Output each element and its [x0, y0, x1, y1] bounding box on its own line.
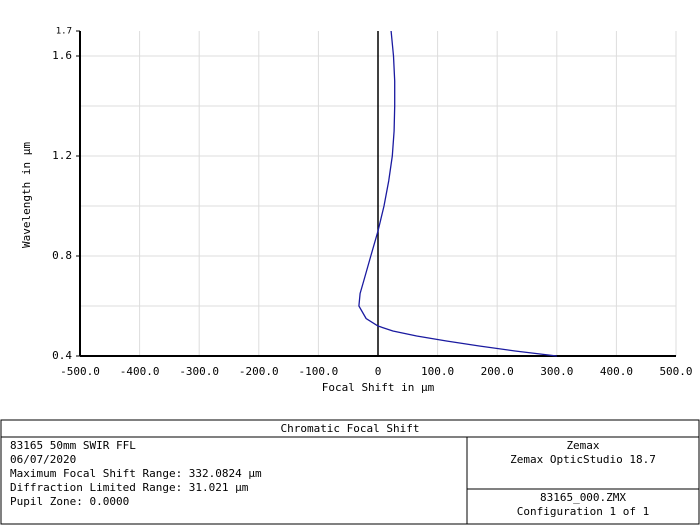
data-line	[358, 30, 557, 357]
info-line: Zemax	[566, 439, 599, 452]
info-line: Pupil Zone: 0.0000	[10, 495, 129, 508]
x-axis-label: Focal Shift in µm	[322, 381, 435, 394]
x-tick-label: 200.0	[481, 365, 514, 378]
x-tick-label: -100.0	[299, 365, 339, 378]
x-tick-label: -500.0	[60, 365, 100, 378]
x-tick-label: 100.0	[421, 365, 454, 378]
y-tick-label: 1.6	[52, 49, 72, 62]
x-tick-label: 300.0	[540, 365, 573, 378]
info-line: Zemax OpticStudio 18.7	[510, 453, 656, 466]
x-tick-label: 400.0	[600, 365, 633, 378]
info-line: Diffraction Limited Range: 31.021 µm	[10, 481, 249, 494]
y-tick-label: 1.2	[52, 149, 72, 162]
info-line: 83165_000.ZMX	[540, 491, 626, 504]
info-line: 06/07/2020	[10, 453, 76, 466]
x-tick-label: 500.0	[659, 365, 692, 378]
y-tick-label: 0.4	[52, 349, 72, 362]
y-tick-label: 0.8	[52, 249, 72, 262]
x-tick-label: -200.0	[239, 365, 279, 378]
info-line: 83165 50mm SWIR FFL	[10, 439, 136, 452]
x-tick-label: -300.0	[179, 365, 219, 378]
x-tick-label: -400.0	[120, 365, 160, 378]
footer-title: Chromatic Focal Shift	[280, 422, 419, 435]
x-tick-label: 0	[375, 365, 382, 378]
info-line: Maximum Focal Shift Range: 332.0824 µm	[10, 467, 262, 480]
info-line: Configuration 1 of 1	[517, 505, 649, 518]
y-axis-label: Wavelength in µm	[20, 142, 33, 248]
y-tick-label: 1.7	[56, 27, 72, 37]
info-box	[0, 419, 700, 525]
